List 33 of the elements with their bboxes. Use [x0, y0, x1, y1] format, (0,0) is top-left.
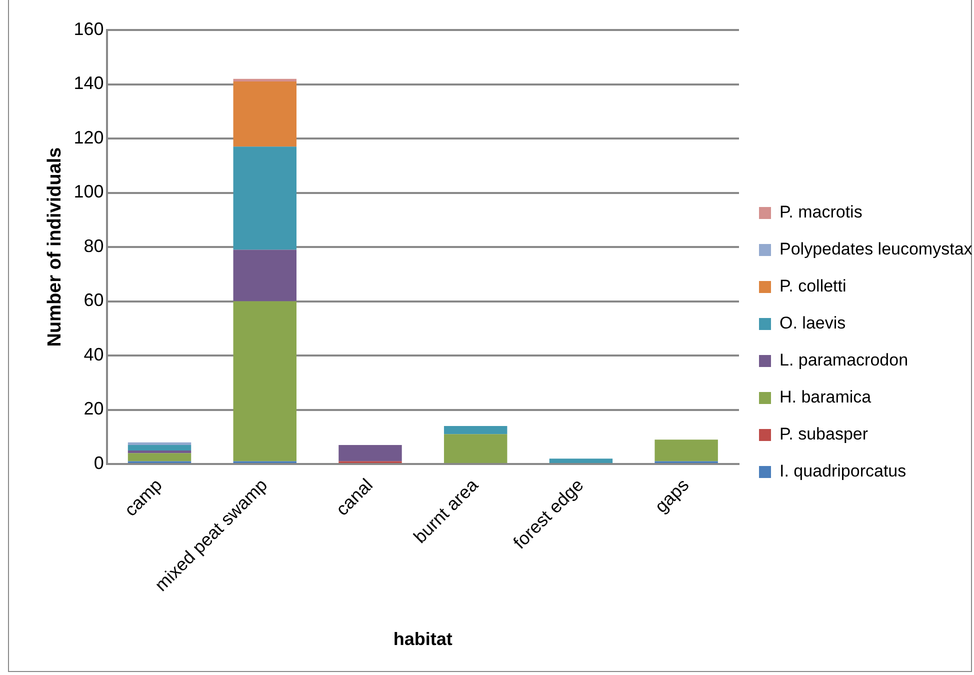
y-tick-label: 40 [84, 344, 104, 364]
bar [233, 82, 296, 147]
bar [549, 458, 613, 464]
x-axis-title: habitat [393, 629, 452, 650]
bar [128, 445, 192, 450]
bar [233, 146, 296, 250]
bar [233, 78, 296, 82]
y-axis-title: Number of individuals [44, 147, 66, 347]
legend-label: L. paramacrodon [780, 350, 908, 370]
y-tick-label: 0 [94, 452, 104, 473]
bar [233, 301, 296, 462]
legend-label: P. subasper [780, 424, 868, 444]
bar [128, 453, 192, 462]
legend-label: H. baramica [780, 388, 872, 407]
y-tick-label: 60 [84, 290, 104, 310]
y-tick-label: 120 [74, 127, 104, 148]
y-tick-label: 140 [74, 73, 104, 94]
legend-label: Polypedates leucomystax [780, 240, 973, 259]
y-tick-label: 80 [84, 236, 104, 256]
bar [444, 434, 508, 464]
bar [338, 445, 402, 462]
legend-label: I. quadriporcatus [780, 462, 906, 481]
bar [233, 250, 296, 302]
bar [444, 426, 508, 434]
bar [654, 440, 718, 462]
legend-label: P. macrotis [780, 202, 862, 222]
legend-label: O. laevis [780, 314, 846, 333]
legend-label: P. colletti [780, 276, 846, 296]
bar [128, 442, 192, 446]
y-tick-label: 160 [74, 18, 104, 39]
bar [128, 450, 192, 454]
y-tick-label: 20 [84, 398, 104, 419]
y-tick-label: 100 [74, 182, 104, 202]
